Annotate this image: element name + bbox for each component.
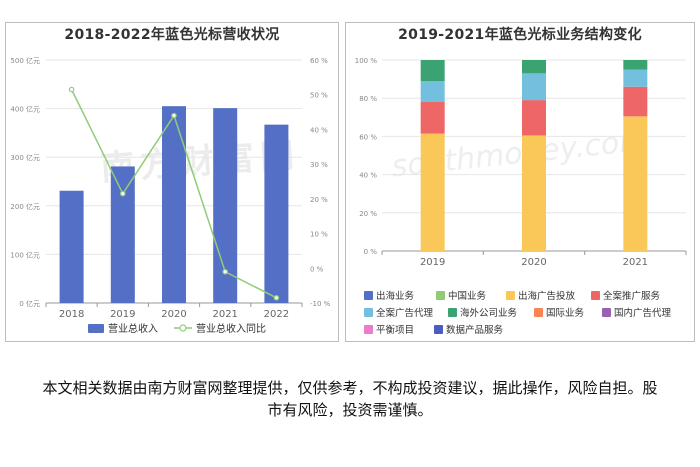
yoy-point xyxy=(120,190,126,197)
legend-bar-label: 营业总收入 xyxy=(108,322,158,335)
revenue-bar xyxy=(110,166,135,303)
y-left-tick-label: 400 亿元 xyxy=(10,105,40,114)
legend-swatch xyxy=(436,291,445,300)
legend-swatch xyxy=(364,291,373,300)
y-tick-label: 20 % xyxy=(359,210,377,218)
legend-label: 数据产品服务 xyxy=(446,324,504,336)
legend-swatch xyxy=(364,325,373,334)
y-tick-label: 40 % xyxy=(359,172,377,180)
business-structure-chart-title: 2019-2021年蓝色光标业务结构变化 xyxy=(398,27,642,43)
y-right-tick-label: -10 % xyxy=(310,300,331,308)
revenue-chart-title: 2018-2022年蓝色光标营收状况 xyxy=(64,27,280,43)
y-right-tick-label: 50 % xyxy=(310,92,328,100)
revenue-bar xyxy=(162,106,186,303)
x-tick-label: 2018 xyxy=(59,309,84,320)
y-right-tick-label: 10 % xyxy=(310,231,328,239)
stack-segment xyxy=(522,135,546,251)
legend-swatch xyxy=(364,308,373,317)
legend-swatch xyxy=(506,291,515,300)
legend-swatch xyxy=(434,325,443,334)
y-left-tick-label: 0 亿元 xyxy=(19,299,40,308)
x-tick-label: 2020 xyxy=(161,309,186,320)
legend-line-label: 营业总收入同比 xyxy=(196,322,266,335)
stack-segment xyxy=(623,60,648,70)
stack-segment xyxy=(623,86,648,117)
yoy-point xyxy=(222,268,229,275)
legend-label: 海外公司业务 xyxy=(460,307,518,319)
y-left-tick-label: 100 亿元 xyxy=(10,250,40,259)
legend-label: 出海业务 xyxy=(376,290,415,302)
yoy-point xyxy=(273,294,280,301)
stack-segment xyxy=(522,100,546,136)
x-tick-label: 2019 xyxy=(420,257,445,268)
x-tick-label: 2019 xyxy=(110,309,135,320)
legend-swatch xyxy=(448,308,457,317)
legend-swatch xyxy=(591,291,600,300)
yoy-point xyxy=(68,86,75,93)
y-tick-label: 80 % xyxy=(359,95,377,103)
revenue-chart-panel: 2018-2022年蓝色光标营收状况 南方财富网 0 亿元 100 亿元 200 亿元… xyxy=(5,22,339,342)
x-tick-label: 2022 xyxy=(264,309,289,320)
stack-segment xyxy=(420,102,445,134)
y-right-tick-label: 60 % xyxy=(310,57,328,65)
y-right-tick-label: 30 % xyxy=(310,161,328,169)
legend-label: 出海广告投放 xyxy=(518,290,576,302)
disclaimer-text: 本文相关数据由南方财富网整理提供，仅供参考，不构成投资建议，据此操作，风险自担。… xyxy=(42,379,658,419)
y-tick-label: 100 % xyxy=(355,57,378,65)
legend-label: 全案推广服务 xyxy=(603,290,661,302)
y-left-tick-label: 200 亿元 xyxy=(10,202,40,211)
y-left-tick-label: 300 亿元 xyxy=(10,153,40,162)
y-tick-label: 60 % xyxy=(359,133,377,141)
yoy-point xyxy=(171,112,177,119)
y-right-tick-label: 0 % xyxy=(310,265,324,273)
y-right-tick-label: 40 % xyxy=(310,126,328,134)
y-left-tick-label: 500 亿元 xyxy=(10,56,40,65)
stack-segment xyxy=(623,69,648,87)
revenue-bar xyxy=(59,190,84,303)
legend-label: 平衡项目 xyxy=(376,324,414,336)
legend-swatch xyxy=(602,308,611,317)
stack-segment xyxy=(420,81,445,103)
legend-label: 国内广告代理 xyxy=(614,307,672,319)
stack-segment xyxy=(522,73,546,101)
legend-line-marker xyxy=(179,324,187,332)
y-tick-label: 0 % xyxy=(364,248,378,256)
legend-label: 中国业务 xyxy=(448,290,487,302)
legend-label: 全案广告代理 xyxy=(376,307,434,319)
stack-segment xyxy=(420,60,445,82)
revenue-bar xyxy=(264,124,289,303)
x-tick-label: 2021 xyxy=(212,309,237,320)
legend-label: 国际业务 xyxy=(546,307,585,319)
stack-segment xyxy=(420,133,445,251)
x-tick-label: 2021 xyxy=(623,257,648,268)
business-structure-chart-panel: 2019-2021年蓝色光标业务结构变化 southmoney.com 0 % 20… xyxy=(345,22,695,342)
y-right-tick-label: 20 % xyxy=(310,196,328,204)
stack-segment xyxy=(623,116,648,251)
stack-segment xyxy=(522,60,546,74)
legend-swatch xyxy=(534,308,543,317)
x-tick-label: 2020 xyxy=(521,257,546,268)
legend-bar-swatch xyxy=(88,324,104,333)
